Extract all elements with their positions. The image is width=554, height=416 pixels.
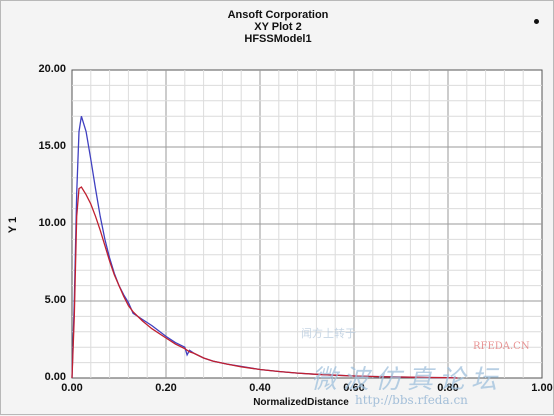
y-tick-label: 0.00 — [44, 371, 66, 383]
x-axis-label: NormalizedDistance — [253, 397, 349, 408]
y-tick-label: 15.00 — [38, 140, 66, 152]
watermark-small-text: 闻方上转于 — [301, 327, 356, 340]
watermark-url: http://bbs.rfeda.cn — [355, 393, 468, 407]
x-tick-label: 0.40 — [249, 382, 271, 394]
x-tick-label: 0.60 — [343, 382, 365, 394]
watermark-chinese: 微波仿真论坛 — [311, 365, 504, 395]
watermark-brand: RFEDA.CN — [473, 341, 530, 352]
x-tick-label: 0.00 — [61, 382, 83, 394]
series-line-2 — [71, 186, 458, 379]
x-tick-label: 0.20 — [155, 382, 177, 394]
corner-marker-icon — [534, 19, 539, 24]
x-tick-label: 1.00 — [531, 382, 553, 394]
title-design-name: HFSSModel1 — [244, 33, 312, 45]
y-axis-label: Y 1 — [7, 216, 20, 234]
y-tick-label: 10.00 — [38, 217, 66, 229]
x-tick-label: 0.80 — [437, 382, 459, 394]
title-company: Ansoft Corporation — [227, 9, 329, 21]
title-plot-name: XY Plot 2 — [254, 21, 302, 33]
y-tick-label: 20.00 — [38, 63, 66, 75]
y-tick-label: 5.00 — [44, 294, 66, 306]
